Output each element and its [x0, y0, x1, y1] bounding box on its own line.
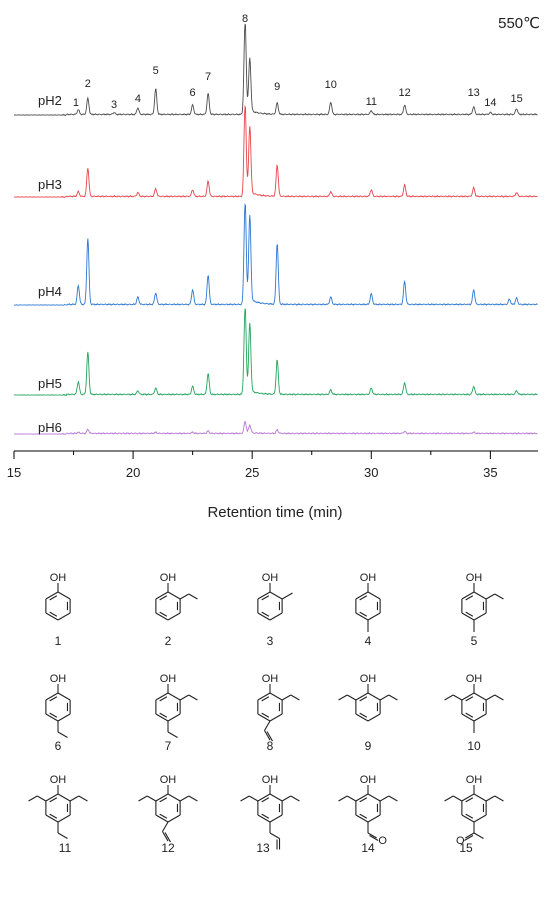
- hydroxyl-label: OH: [50, 774, 67, 786]
- structure-4: OH 4: [355, 572, 381, 648]
- structure-8: OH 8: [257, 673, 300, 753]
- structure-13: OH 13: [240, 774, 300, 855]
- peak-label-1: 1: [73, 97, 79, 109]
- chart-title: 550℃: [498, 15, 540, 32]
- structure-number: 8: [267, 739, 274, 753]
- hydroxyl-label: OH: [160, 572, 177, 584]
- series-label-ph3: pH3: [38, 177, 62, 192]
- x-tick-label: 30: [364, 465, 378, 480]
- structure-number: 6: [55, 739, 62, 753]
- structure-number: 13: [256, 841, 270, 855]
- structure-number: 4: [365, 634, 372, 648]
- hydroxyl-label: OH: [466, 673, 483, 685]
- traces: [13, 23, 538, 436]
- trace-ph3: [13, 104, 538, 198]
- trace-ph5: [13, 308, 538, 397]
- peak-label-7: 7: [205, 71, 211, 83]
- hydroxyl-label: OH: [466, 572, 483, 584]
- peak-label-3: 3: [111, 99, 117, 111]
- carbonyl-oxygen-label: O: [456, 835, 465, 847]
- x-axis-ticks: 15 20 25 30 35: [7, 451, 498, 480]
- hydroxyl-label: OH: [466, 774, 483, 786]
- trace-ph2: [13, 23, 538, 117]
- structure-number: 1: [55, 634, 62, 648]
- peak-label-10: 10: [325, 79, 337, 91]
- structure-number: 2: [165, 634, 172, 648]
- series-label-ph4: pH4: [38, 284, 62, 299]
- structure-2: OH 2: [155, 572, 198, 648]
- series-labels: pH2 pH3 pH4 pH5 pH6: [38, 93, 62, 435]
- trace-ph6: [13, 420, 538, 436]
- hydroxyl-label: OH: [360, 572, 377, 584]
- peak-label-12: 12: [398, 87, 410, 99]
- hydroxyl-label: OH: [262, 774, 279, 786]
- peak-label-15: 15: [510, 93, 522, 105]
- peak-label-9: 9: [274, 81, 280, 93]
- structure-1: OH 1: [45, 572, 71, 648]
- series-label-ph5: pH5: [38, 376, 62, 391]
- structure-11: OH 11: [28, 774, 88, 855]
- peak-label-11: 11: [366, 96, 377, 108]
- peak-label-2: 2: [85, 78, 91, 90]
- hydroxyl-label: OH: [360, 673, 377, 685]
- hydroxyl-label: OH: [160, 673, 177, 685]
- structure-15: OH O15: [444, 774, 504, 855]
- trace-ph4: [13, 203, 538, 306]
- structure-panel: OH1OH2OH3OH4OH5OH6OH7OH8OH9OH10OH11OH12O…: [28, 572, 504, 855]
- peak-label-14: 14: [484, 97, 496, 109]
- structure-number: 9: [365, 739, 372, 753]
- structure-number: 12: [161, 841, 175, 855]
- peak-label-8: 8: [242, 13, 248, 25]
- structure-7: OH 7: [155, 673, 198, 753]
- x-tick-label: 20: [126, 465, 140, 480]
- structure-number: 10: [467, 739, 481, 753]
- structure-5: OH 5: [461, 572, 504, 648]
- peak-label-4: 4: [135, 93, 141, 105]
- structure-number: 7: [165, 739, 172, 753]
- hydroxyl-label: OH: [262, 572, 279, 584]
- x-axis-label: Retention time (min): [207, 504, 342, 521]
- structure-3: OH 3: [257, 572, 293, 648]
- carbonyl-oxygen-label: O: [378, 835, 387, 847]
- structure-number: 5: [471, 634, 478, 648]
- hydroxyl-label: OH: [50, 673, 67, 685]
- peak-label-13: 13: [468, 87, 480, 99]
- series-label-ph2: pH2: [38, 93, 62, 108]
- series-label-ph6: pH6: [38, 420, 62, 435]
- structure-number: 3: [267, 634, 274, 648]
- x-tick-label: 25: [245, 465, 259, 480]
- structure-number: 15: [459, 841, 473, 855]
- structure-9: OH 9: [338, 673, 398, 753]
- x-tick-label: 35: [483, 465, 497, 480]
- hydroxyl-label: OH: [262, 673, 279, 685]
- structure-10: OH 10: [444, 673, 504, 753]
- structure-12: OH 12: [138, 774, 198, 855]
- structure-6: OH 6: [45, 673, 71, 753]
- structure-number: 14: [361, 841, 375, 855]
- x-tick-label: 15: [7, 465, 21, 480]
- structure-number: 11: [59, 841, 72, 855]
- peak-label-5: 5: [153, 65, 159, 77]
- hydroxyl-label: OH: [50, 572, 67, 584]
- structure-14: OH O14: [338, 774, 398, 855]
- hydroxyl-label: OH: [160, 774, 177, 786]
- peak-label-6: 6: [190, 87, 196, 99]
- hydroxyl-label: OH: [360, 774, 377, 786]
